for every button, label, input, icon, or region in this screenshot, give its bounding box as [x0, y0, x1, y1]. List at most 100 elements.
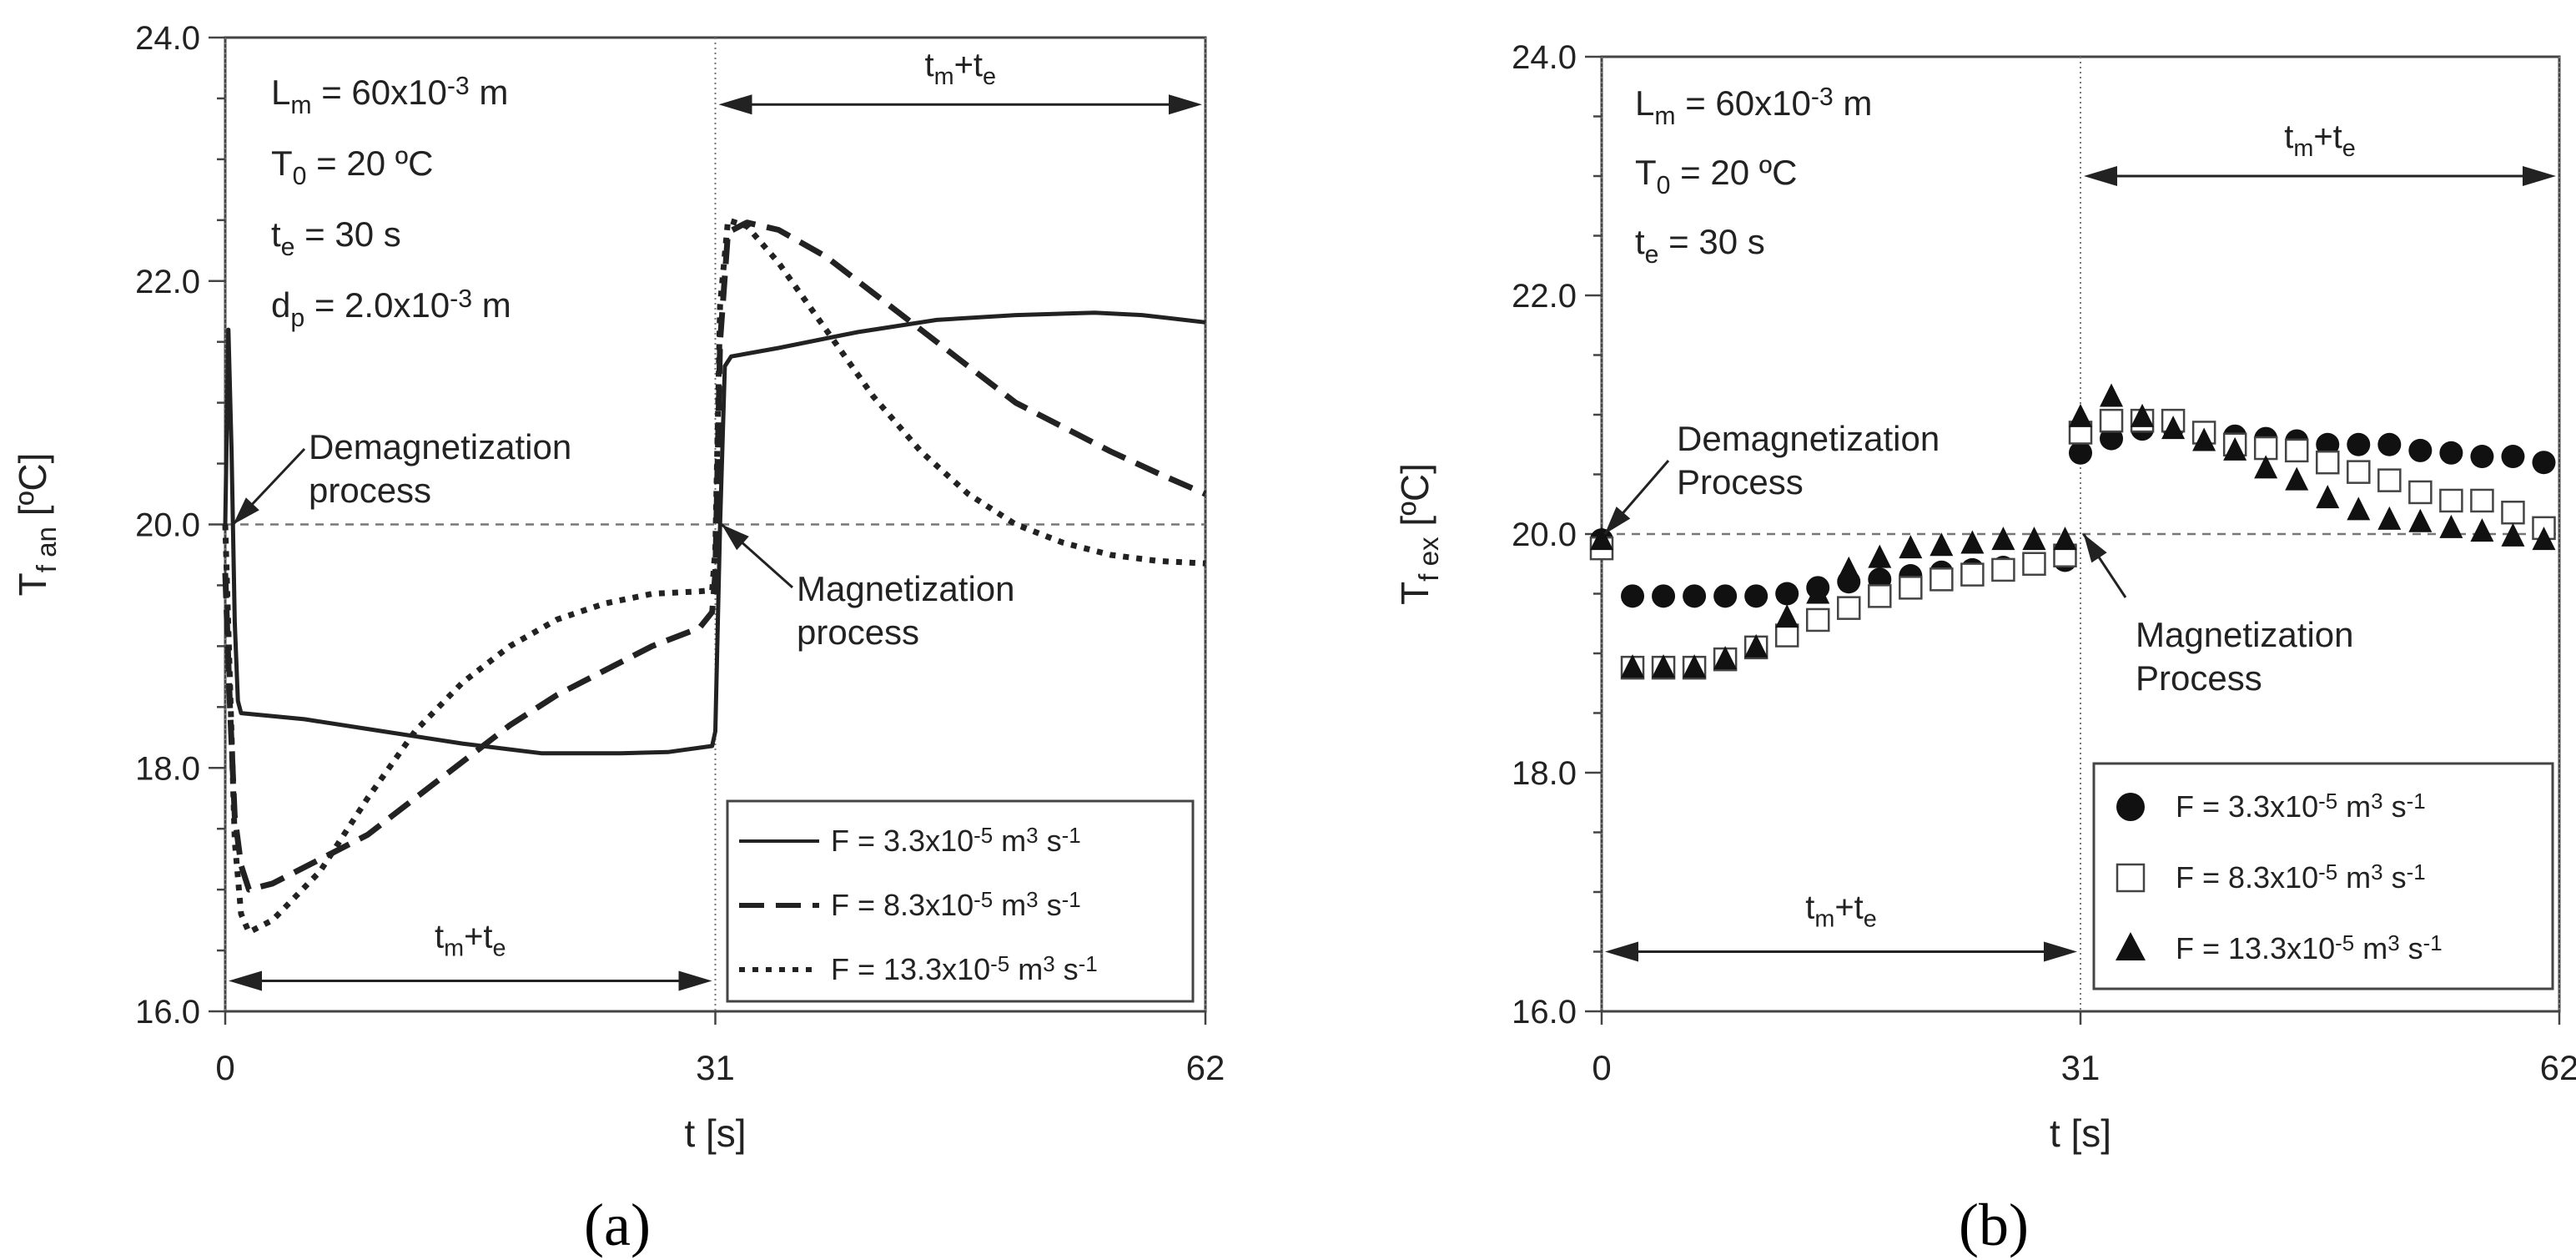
annotation-text: Demagnetization [1677, 419, 1940, 458]
series-line-dashed [222, 219, 1207, 893]
panel-b: 16.0 18.0 20.0 22.0 24.0 0 31 62 t [s] Tf ex [ºC]… [1393, 39, 2576, 1258]
y-tick-label: 16.0 [1512, 994, 1577, 1031]
point-circle [2408, 438, 2433, 462]
point-square [1991, 557, 2015, 582]
interval-label: tm+te [435, 919, 506, 962]
x-tick-label: 62 [2540, 1048, 2576, 1087]
interval-arrow-head-left [2084, 166, 2117, 186]
interval-label: tm+te [1805, 890, 1877, 933]
y-tick-label: 20.0 [135, 507, 200, 544]
annotation-text: Magnetization [797, 569, 1015, 608]
point-square [2408, 480, 2433, 505]
legend-marker-triangle [2116, 932, 2146, 960]
point-square [2501, 501, 2525, 525]
parameter-text: Lm = 60x10-3 m [271, 73, 508, 119]
interval-label: tm+te [2284, 118, 2356, 162]
point-square [2377, 468, 2402, 492]
point-square [2347, 460, 2371, 484]
annotation-text: process [797, 612, 919, 652]
interval-arrow-head-left [1605, 941, 1638, 962]
point-triangle [2100, 383, 2124, 407]
point-triangle [1775, 604, 1799, 628]
y-tick-label: 22.0 [1512, 278, 1577, 315]
point-circle [1744, 584, 1768, 608]
x-axis-label: t [s] [2050, 1111, 2111, 1155]
x-tick-label: 31 [2061, 1048, 2101, 1087]
point-square [1805, 607, 1830, 633]
point-square [1868, 584, 1892, 608]
point-triangle [1713, 646, 1738, 670]
panel-a-label: (a) [584, 1192, 651, 1258]
point-square [1774, 623, 1799, 648]
legend-label: F = 3.3x10-5 m3 s-1 [831, 824, 1081, 858]
point-square [1837, 596, 1861, 620]
parameter-text: Lm = 60x10-3 m [1635, 83, 1872, 130]
point-triangle [1683, 654, 1707, 678]
point-triangle [1744, 633, 1768, 658]
point-triangle [2377, 506, 2402, 530]
point-triangle [2069, 403, 2092, 427]
annotation-arrow-head [722, 524, 749, 551]
annotation-text: Process [1677, 462, 1804, 501]
point-circle [2470, 445, 2494, 469]
point-triangle [2347, 496, 2371, 521]
y-tick-label: 18.0 [1512, 755, 1577, 792]
x-axis-label: t [s] [684, 1111, 746, 1155]
point-circle [2347, 432, 2371, 456]
point-square [2439, 488, 2463, 513]
point-square [2284, 438, 2309, 463]
point-square [2316, 450, 2340, 475]
point-circle [1652, 584, 1676, 608]
point-circle [2501, 445, 2525, 469]
x-tick-label: 0 [215, 1048, 234, 1087]
x-tick-label: 62 [1186, 1048, 1225, 1087]
point-triangle [2285, 466, 2309, 491]
point-circle [2316, 432, 2340, 456]
point-triangle [2161, 416, 2186, 440]
y-tick-label: 20.0 [1512, 517, 1577, 553]
point-triangle [1960, 530, 1985, 554]
point-square [2022, 552, 2046, 576]
point-triangle [1652, 654, 1676, 678]
legend-label: F = 13.3x10-5 m3 s-1 [2176, 931, 2443, 965]
point-triangle [2316, 485, 2340, 509]
x-tick-label: 31 [696, 1048, 735, 1087]
interval-arrow-head-left [229, 970, 262, 991]
interval-arrow-head-right [1169, 94, 1202, 115]
annotation-text: process [309, 471, 431, 510]
point-circle [1775, 582, 1799, 606]
legend-label: F = 3.3x10-5 m3 s-1 [2176, 789, 2426, 824]
point-triangle [2532, 527, 2556, 551]
legend-label: F = 8.3x10-5 m3 s-1 [831, 888, 1081, 922]
point-triangle [1899, 535, 1923, 559]
point-triangle [2254, 455, 2278, 479]
y-tick-label: 24.0 [1512, 39, 1577, 76]
annotation-text: Process [2136, 658, 2262, 698]
legend-label: F = 8.3x10-5 m3 s-1 [2176, 860, 2426, 895]
point-triangle [1621, 654, 1645, 678]
parameter-text: dp = 2.0x10-3 m [271, 285, 511, 332]
point-triangle [1991, 527, 2015, 551]
legend-box [726, 799, 1195, 1003]
point-triangle [2470, 518, 2494, 542]
annotation-text: Demagnetization [309, 427, 571, 466]
panel-b-label: (b) [1959, 1192, 2029, 1258]
parameter-text: T0 = 20 ºC [271, 144, 433, 190]
interval-arrow-head-left [718, 94, 752, 115]
parameter-text: te = 30 s [271, 214, 401, 261]
y-tick-label: 18.0 [135, 750, 200, 787]
point-triangle [2131, 403, 2155, 427]
interval-arrow-head-right [2523, 166, 2556, 186]
legend-marker-circle [2116, 793, 2145, 821]
series-line-dotted [222, 217, 1206, 935]
series-line-solid [223, 310, 1206, 756]
y-tick-label: 16.0 [135, 994, 200, 1031]
point-triangle [1868, 544, 1892, 568]
point-triangle [2223, 436, 2247, 461]
point-circle [2377, 432, 2402, 456]
point-triangle [2192, 427, 2216, 451]
point-triangle [2053, 527, 2077, 551]
point-triangle [1806, 580, 1830, 604]
point-circle [2439, 441, 2463, 465]
